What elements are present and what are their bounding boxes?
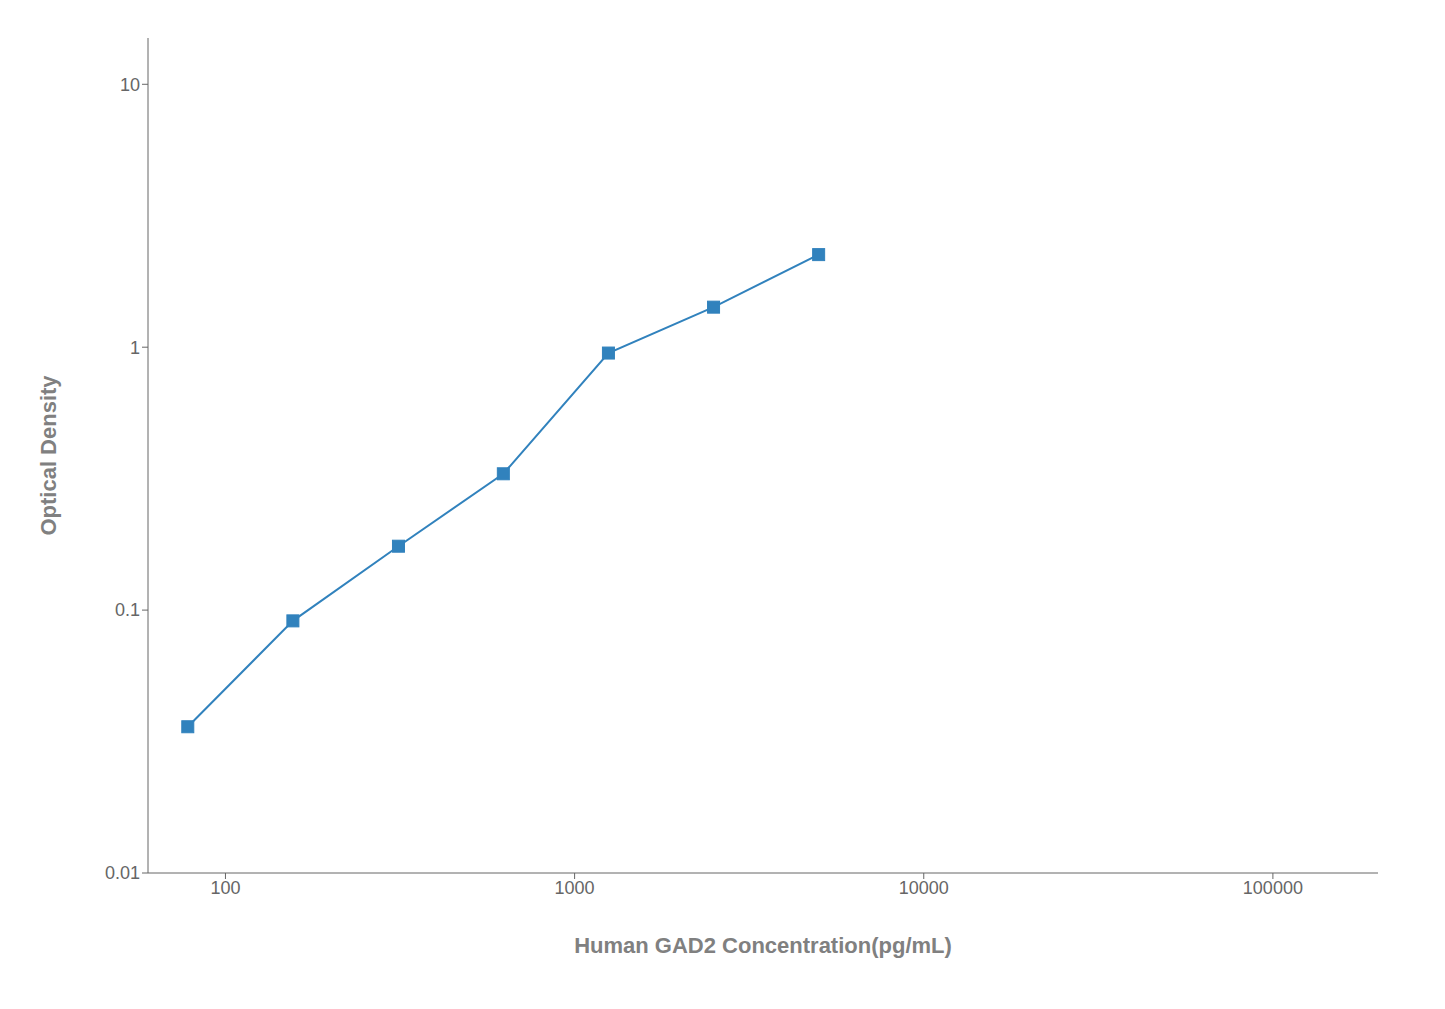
svg-text:Human GAD2 Concentration(pg/mL: Human GAD2 Concentration(pg/mL) xyxy=(574,933,952,958)
svg-text:10000: 10000 xyxy=(899,878,949,898)
svg-text:100000: 100000 xyxy=(1243,878,1303,898)
svg-text:1: 1 xyxy=(130,338,140,358)
svg-text:10: 10 xyxy=(120,75,140,95)
svg-text:Optical Density: Optical Density xyxy=(36,375,61,536)
svg-text:100: 100 xyxy=(210,878,240,898)
svg-text:1000: 1000 xyxy=(555,878,595,898)
svg-text:0.1: 0.1 xyxy=(115,600,140,620)
svg-text:0.01: 0.01 xyxy=(105,863,140,883)
